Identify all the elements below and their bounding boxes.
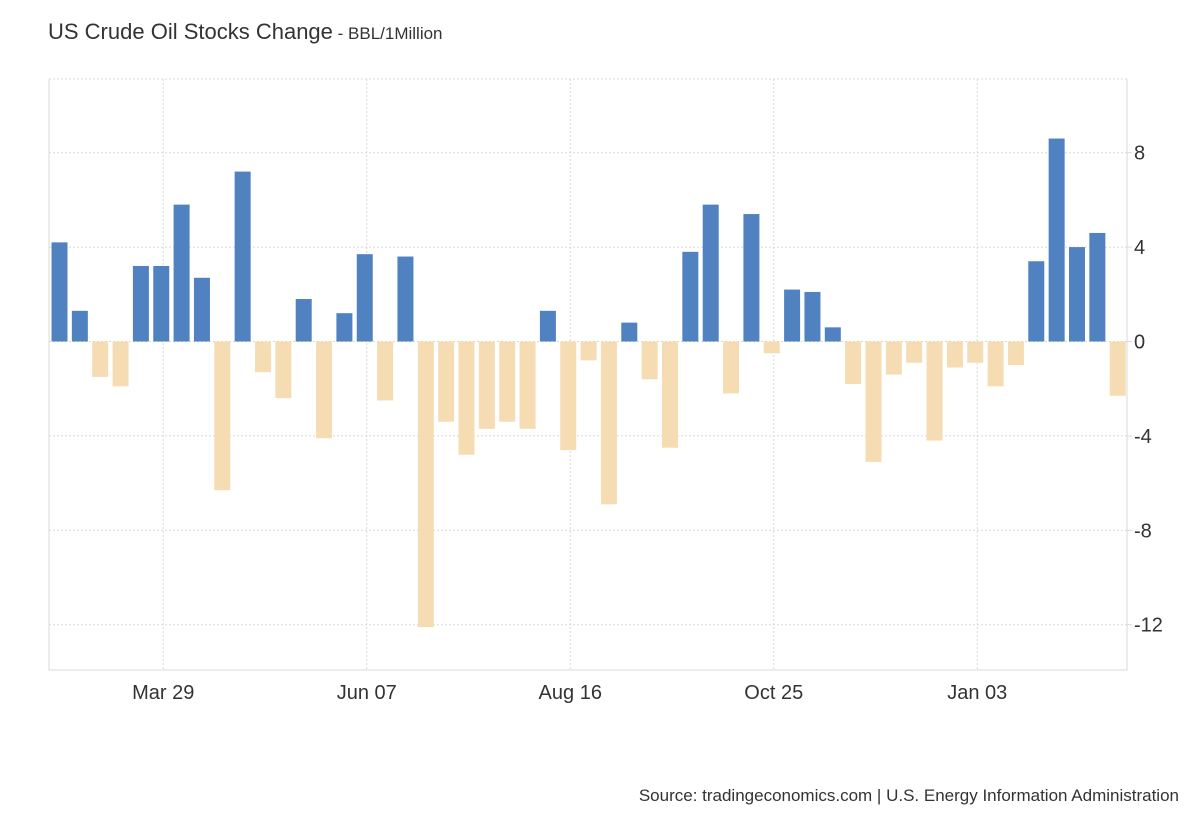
bar[interactable] (926, 341, 943, 441)
bar[interactable] (214, 341, 231, 491)
bar[interactable] (641, 341, 658, 380)
bar[interactable] (967, 341, 984, 363)
x-tick-label: Aug 16 (539, 682, 602, 704)
bar[interactable] (560, 341, 577, 451)
bar[interactable] (92, 341, 109, 377)
chart-title: US Crude Oil Stocks Change - BBL/1Millio… (48, 19, 443, 45)
bar[interactable] (71, 310, 88, 342)
bar[interactable] (539, 310, 556, 342)
bar[interactable] (885, 341, 902, 375)
y-tick-label: 4 (1134, 237, 1145, 259)
bar[interactable] (600, 341, 617, 505)
bar[interactable] (275, 341, 292, 399)
y-tick-label: -8 (1134, 520, 1152, 542)
bar[interactable] (865, 341, 882, 462)
bar[interactable] (1089, 232, 1106, 342)
bar[interactable] (377, 341, 394, 401)
bar-chart: 8 4 0 -4 -8 -12 Mar 29 Jun 07 Aug 16 Oct 25 Jan 03 (48, 78, 1163, 704)
bar[interactable] (478, 341, 495, 429)
bar[interactable] (763, 341, 780, 354)
bar[interactable] (193, 277, 210, 342)
y-tick-label: 8 (1134, 143, 1145, 165)
bar[interactable] (784, 289, 801, 342)
y-tick-label: 0 (1134, 332, 1145, 354)
chart-unit-text: - BBL/1Million (332, 24, 443, 43)
bar[interactable] (662, 341, 678, 448)
bar[interactable] (153, 265, 170, 342)
bar[interactable] (173, 204, 190, 342)
bar[interactable] (438, 341, 455, 422)
bar[interactable] (132, 265, 149, 342)
bar[interactable] (519, 341, 536, 429)
bar[interactable] (112, 341, 129, 387)
bar[interactable] (1069, 247, 1085, 342)
bar[interactable] (356, 254, 373, 342)
bar[interactable] (682, 251, 699, 342)
bar[interactable] (1028, 261, 1045, 342)
bar[interactable] (621, 322, 638, 342)
bar[interactable] (458, 341, 475, 455)
source-credit: Source: tradingeconomics.com | U.S. Ener… (638, 786, 1179, 805)
bar[interactable] (417, 341, 434, 628)
bar[interactable] (824, 327, 841, 342)
bar[interactable] (946, 341, 963, 368)
bar[interactable] (1007, 341, 1024, 366)
x-tick-label: Jun 07 (337, 682, 397, 704)
bar[interactable] (804, 291, 821, 342)
bar[interactable] (499, 341, 516, 422)
bar[interactable] (234, 171, 251, 342)
y-tick-label: -4 (1134, 426, 1152, 448)
bar[interactable] (336, 313, 353, 342)
bar[interactable] (397, 256, 414, 342)
y-tick-label: -12 (1134, 615, 1163, 637)
bar[interactable] (906, 341, 923, 363)
bar[interactable] (295, 299, 312, 342)
bar[interactable] (316, 341, 333, 439)
bar[interactable] (723, 341, 740, 394)
bar[interactable] (255, 341, 271, 373)
bar[interactable] (51, 242, 68, 342)
bar[interactable] (1048, 138, 1065, 342)
bar[interactable] (580, 341, 597, 361)
bar[interactable] (702, 204, 719, 342)
bar[interactable] (743, 214, 760, 342)
x-tick-label: Oct 25 (744, 682, 803, 704)
bar[interactable] (1109, 341, 1126, 396)
chart-title-text: US Crude Oil Stocks Change (48, 19, 333, 44)
x-tick-label: Mar 29 (132, 682, 194, 704)
bar[interactable] (987, 341, 1004, 387)
bar[interactable] (845, 341, 862, 384)
x-tick-label: Jan 03 (947, 682, 1007, 704)
